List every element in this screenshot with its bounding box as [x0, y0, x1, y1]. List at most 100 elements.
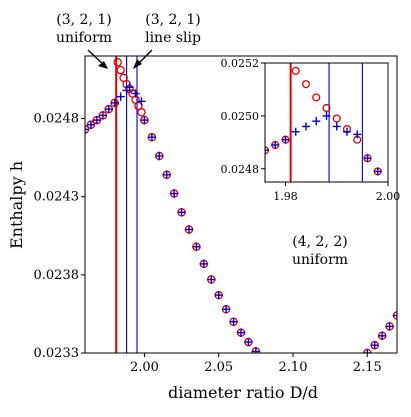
- main-circle-marker: [334, 373, 341, 380]
- main-plus-marker: [192, 242, 201, 251]
- main-x-tick-label: 2.05: [204, 360, 233, 375]
- inset-plus-marker: [353, 130, 362, 139]
- main-plus-marker: [104, 104, 113, 114]
- annotation-321-line-slip-line2: line slip: [145, 30, 201, 46]
- annotation-321-uniform-arrowhead: [98, 61, 108, 69]
- main-plus-marker: [140, 115, 149, 125]
- x-axis-title: diameter ratio D/d: [168, 383, 318, 402]
- main-plus-marker: [86, 120, 96, 129]
- inset-y-tick-label: 0.0250: [221, 110, 260, 123]
- main-circle-marker: [116, 65, 125, 75]
- main-plus-marker: [377, 331, 387, 341]
- annotation-321-uniform-line1: (3, 2, 1): [56, 12, 111, 28]
- annotation-321-line-slip: (3, 2, 1) line slip: [133, 12, 201, 69]
- main-plus-marker: [98, 111, 108, 120]
- inset-clipped-group: [265, 63, 382, 182]
- inset-plus-marker: [271, 140, 280, 149]
- annotation-422-uniform: (4, 2, 2) uniform: [292, 234, 348, 268]
- main-plus-marker: [85, 125, 90, 134]
- inset-plus-marker: [312, 117, 321, 126]
- main-circle-marker: [327, 376, 334, 383]
- main-circle-marker: [267, 362, 274, 369]
- inset-circle-marker: [301, 80, 311, 89]
- main-circle-marker: [260, 356, 267, 363]
- main-plus-marker: [214, 290, 223, 300]
- inset-axes: 1.98 2.00 0.0248 0.0250 0.0252: [221, 57, 401, 203]
- main-y-tick-label: 0.0233: [34, 346, 80, 361]
- main-plus-marker: [236, 328, 246, 337]
- inset-plus-marker: [291, 127, 300, 136]
- main-plus-marker: [326, 375, 334, 383]
- main-plus-marker: [259, 355, 267, 363]
- inset-frame: [264, 62, 389, 183]
- inset-y-tick-label: 0.0248: [221, 163, 260, 176]
- inset-background: [265, 63, 388, 182]
- inset-plus-marker: [322, 111, 331, 120]
- annotation-321-line-slip-arrowhead: [133, 59, 142, 69]
- annotation-422-uniform-line1: (4, 2, 2): [292, 234, 347, 250]
- main-plus-marker: [184, 225, 194, 234]
- main-plus-marker: [147, 133, 157, 142]
- main-plus-marker: [155, 151, 164, 161]
- main-plus-marker: [319, 377, 327, 385]
- inset-plus-marker: [281, 135, 290, 144]
- inset-y-tick-label: 0.0252: [221, 57, 260, 70]
- annotation-321-uniform-line2: uniform: [56, 30, 112, 46]
- main-plus-marker: [244, 337, 253, 347]
- main-plus-marker: [177, 208, 186, 217]
- annotation-422-uniform-line2: uniform: [292, 252, 348, 268]
- inset-x-tick-label: 2.00: [376, 190, 401, 203]
- main-circle-marker: [137, 108, 146, 117]
- x-axis-title-text: diameter ratio D/d: [168, 383, 318, 402]
- main-plus-marker: [199, 259, 209, 269]
- main-plus-marker: [229, 317, 238, 326]
- main-clipped-group: [85, 56, 397, 385]
- inset-x-tick-label: 1.98: [273, 190, 298, 203]
- main-plus-marker: [392, 311, 397, 320]
- inset-plus-marker: [332, 122, 341, 131]
- main-frame: [84, 55, 398, 354]
- main-y-tick-label: 0.0243: [34, 190, 80, 205]
- main-plus-marker: [137, 97, 146, 106]
- y-axis-title: Enthalpy h: [7, 161, 26, 249]
- main-plus-marker: [221, 305, 231, 314]
- inset-plot-area: [265, 63, 382, 182]
- main-plot-area: [85, 56, 397, 385]
- main-plus-marker: [251, 347, 261, 353]
- inset-plus-marker: [302, 122, 310, 131]
- main-circle-marker: [319, 378, 326, 385]
- main-axes: 2.00 2.05 2.10 2.15 0.0233 0.0238 0.0243 0.0248: [34, 55, 398, 375]
- main-circle-marker: [113, 58, 122, 67]
- annotation-321-line-slip-line1: (3, 2, 1): [145, 12, 200, 28]
- inset-circle-marker: [291, 66, 300, 75]
- main-plus-marker: [169, 189, 179, 198]
- main-plus-marker: [207, 275, 216, 284]
- main-circle-marker: [341, 368, 348, 375]
- main-plus-marker: [267, 361, 275, 369]
- main-x-tick-label: 2.00: [130, 360, 159, 375]
- main-plus-marker: [131, 89, 140, 98]
- main-plus-marker: [333, 372, 341, 380]
- inset-circle-marker: [332, 114, 341, 123]
- main-plus-marker: [110, 98, 119, 108]
- main-plus-marker: [92, 115, 102, 125]
- inset-plus-marker: [373, 167, 382, 176]
- main-y-tick-label: 0.0248: [34, 112, 80, 127]
- inset-bg-rect: [265, 63, 388, 182]
- inset-plus-marker: [343, 127, 351, 136]
- inset-plus-marker: [265, 146, 269, 155]
- inset-plus-marker: [363, 154, 372, 163]
- main-plus-marker: [385, 322, 394, 331]
- inset-circle-marker: [312, 93, 321, 102]
- y-axis-title-text: Enthalpy h: [7, 161, 26, 249]
- main-plus-marker: [341, 368, 349, 376]
- main-y-tick-label: 0.0238: [34, 268, 80, 283]
- main-plus-marker: [370, 340, 379, 350]
- main-x-tick-label: 2.15: [353, 360, 382, 375]
- main-plus-marker: [363, 348, 372, 353]
- main-plus-marker: [162, 170, 171, 179]
- main-plus-marker: [125, 83, 134, 92]
- annotation-321-uniform: (3, 2, 1) uniform: [56, 12, 112, 69]
- main-plus-marker: [116, 92, 125, 101]
